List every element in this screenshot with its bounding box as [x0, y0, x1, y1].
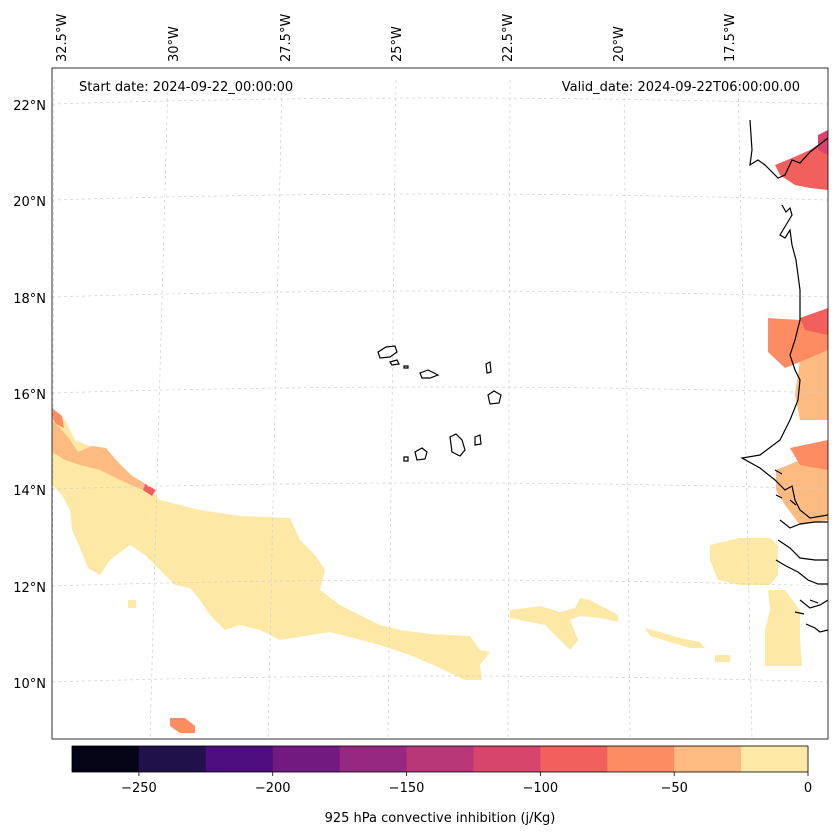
colorbar-segment	[540, 746, 608, 772]
africa-coast-main	[740, 119, 828, 519]
map-frame	[51, 67, 829, 740]
africa-coast-detail	[774, 469, 819, 615]
cin-region-east-salmon-2	[790, 440, 828, 470]
cin-region-central-band-2	[645, 628, 705, 648]
cin-region-west-red	[143, 484, 156, 496]
cin-region-east-light-south	[710, 538, 778, 585]
africa-coast-south	[775, 519, 828, 633]
colorbar-segment	[406, 746, 474, 772]
lon-tick: 27.5°W	[279, 14, 294, 62]
valid-date-label: Valid_date: 2024-09-22T06:00:00.00	[562, 80, 800, 95]
island-boa-vista	[487, 390, 502, 405]
cin-region-central-band-3	[715, 655, 730, 662]
cin-region-east-orange-north	[795, 345, 828, 420]
colorbar-segment	[205, 746, 274, 772]
cin-region-east-red-mid	[800, 308, 828, 335]
lon-tick: 20°W	[612, 26, 627, 62]
colorbar-segment	[741, 746, 809, 772]
map-area	[52, 79, 828, 739]
lat-tick: 12°N	[13, 581, 46, 596]
lat-tick: 10°N	[13, 677, 46, 692]
colorbar-segment	[138, 746, 207, 772]
lon-tick: 32.5°W	[55, 14, 70, 62]
cin-region-west-light	[52, 410, 490, 680]
colorbar-segment	[339, 746, 408, 772]
colorbar-tick-label: 0	[804, 781, 812, 796]
colorbar-segment	[607, 746, 675, 772]
island-santo-antao	[377, 345, 398, 359]
island-sao-vicente	[389, 359, 400, 366]
cin-region-east-light-south-2	[765, 590, 802, 666]
start-date-label: Start date: 2024-09-22_00:00:00	[79, 80, 293, 95]
africa-coastline	[740, 119, 828, 633]
lat-tick-labels: 22°N 20°N 18°N 16°N 14°N 12°N 10°N	[13, 99, 46, 692]
island-fogo	[414, 447, 428, 461]
cin-region-central-band	[510, 598, 618, 650]
cin-filled-contours	[52, 130, 828, 733]
cin-region-west-light-2	[128, 600, 136, 608]
colorbar-segment	[473, 746, 541, 772]
colorbar: −250 −200 −150 −100 −50 0 925 hPa convective …	[71, 745, 812, 826]
colorbar-segments	[72, 746, 809, 772]
lon-tick-labels: 32.5°W 30°W 27.5°W 25°W 22.5°W 20°W 17.5…	[55, 14, 738, 62]
colorbar-tick-label: −100	[523, 781, 559, 796]
colorbar-tick-label: −200	[255, 781, 291, 796]
lon-tick: 22.5°W	[501, 14, 516, 62]
lon-tick: 30°W	[167, 26, 182, 62]
colorbar-segment	[72, 746, 140, 772]
island-maio	[474, 434, 482, 446]
lon-tick: 17.5°W	[723, 14, 738, 62]
cape-verde-islands	[377, 345, 502, 462]
island-santa-luzia	[403, 365, 409, 369]
lat-tick: 20°N	[13, 195, 46, 210]
colorbar-tick-label: −150	[389, 781, 425, 796]
graticule	[52, 79, 828, 739]
cin-region-south-patch	[170, 718, 195, 733]
colorbar-tick-label: −50	[660, 781, 687, 796]
lat-tick: 22°N	[13, 99, 46, 114]
colorbar-label: 925 hPa convective inhibition (j/Kg)	[325, 811, 556, 826]
lon-tick: 25°W	[390, 26, 405, 62]
island-brava	[403, 456, 409, 462]
cin-region-west-orange	[52, 420, 150, 492]
colorbar-frame	[71, 745, 809, 773]
colorbar-tick-label: −250	[121, 781, 157, 796]
island-sao-nicolau	[419, 369, 440, 379]
lat-tick: 16°N	[13, 388, 46, 403]
colorbar-ticks: −250 −200 −150 −100 −50 0	[121, 772, 812, 796]
island-sal	[485, 361, 492, 374]
island-santiago	[449, 433, 466, 457]
cin-region-west-salmon	[52, 408, 64, 428]
lat-tick: 18°N	[13, 292, 46, 307]
colorbar-segment	[272, 746, 341, 772]
lat-tick: 14°N	[13, 484, 46, 499]
colorbar-segment	[674, 746, 742, 772]
cin-region-east-red-north	[775, 138, 828, 190]
